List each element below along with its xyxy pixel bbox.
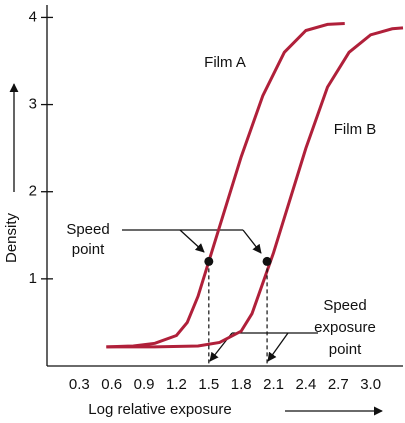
x-tick-label: 1.5 [198,376,219,393]
annotation: Speed [66,221,109,238]
y-tick-label: 2 [29,183,37,200]
y-tick-label: 4 [29,8,37,25]
y-tick-label: 1 [29,270,37,287]
leader-arrow [242,229,262,254]
x-tick-label: 2.7 [328,376,349,393]
curve [106,22,345,349]
annotation: point [72,241,105,258]
y-axis-label: Density [3,212,20,263]
curve [106,26,404,349]
speed-point [262,256,272,266]
x-tick-label: 0.9 [134,376,155,393]
x-tick-label: 1.2 [166,376,187,393]
speed-point [204,256,214,266]
x-axis-label: Log relative exposure [88,401,231,418]
series-label: Film B [334,121,377,138]
annotation: Speed [323,297,366,314]
x-tick-label: 0.6 [101,376,122,393]
annotation: point [329,341,362,358]
annotation: exposure [314,319,376,336]
leader-arrow [267,332,289,362]
series-label: Film A [204,54,246,71]
x-tick-label: 3.0 [360,376,381,393]
x-tick-label: 1.8 [231,376,252,393]
leader-arrow [179,229,205,253]
x-tick-label: 2.4 [295,376,316,393]
y-tick-label: 3 [29,96,37,113]
x-tick-label: 0.3 [69,376,90,393]
x-tick-label: 2.1 [263,376,284,393]
